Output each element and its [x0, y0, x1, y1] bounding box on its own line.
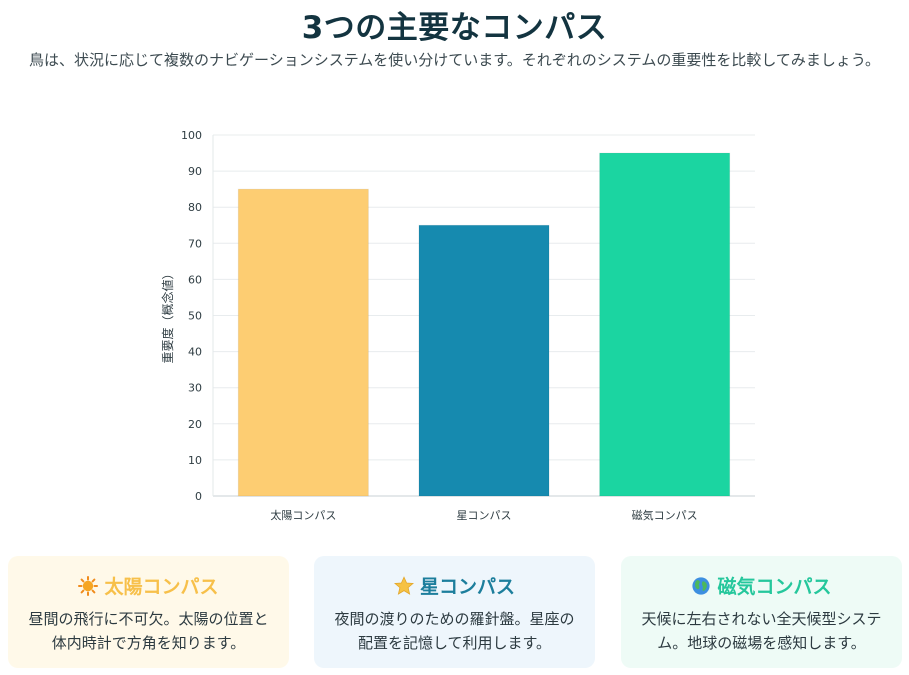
- bar-chart: 0 10 20 30 40 50 60 70 80 90 100 重要度（概念値） 太陽コンパス 星コンパ…: [160, 129, 755, 522]
- card-title: 磁気コンパス: [621, 574, 902, 600]
- bar-3: [599, 152, 731, 497]
- card-sun-compass: 太陽コンパス 昼間の飛行に不可欠。太陽の位置と体内時計で方角を知ります。: [8, 556, 289, 668]
- x-tick-label: 磁気コンパス: [632, 508, 698, 522]
- card-title: 星コンパス: [314, 574, 595, 600]
- y-tick-label: 70: [188, 237, 202, 250]
- card-title-text: 星コンパス: [419, 576, 515, 598]
- card-title-text: 磁気コンパス: [717, 576, 832, 598]
- sun-icon: [78, 576, 99, 596]
- card-title: 太陽コンパス: [8, 574, 289, 600]
- y-tick-label: 40: [188, 346, 202, 359]
- y-tick-label: 10: [188, 454, 202, 467]
- card-description: 夜間の渡りのための羅針盤。星座の配置を記憶して利用します。: [334, 610, 575, 652]
- y-tick-label: 100: [181, 129, 202, 142]
- y-tick-label: 0: [195, 490, 202, 503]
- x-tick-label: 星コンパス: [457, 509, 512, 522]
- y-tick-label: 80: [188, 201, 202, 214]
- page-subtitle: 鳥は、状況に応じて複数のナビゲーションシステムを使い分けています。それぞれのシス…: [29, 51, 880, 69]
- card-description: 天候に左右されない全天候型システム。地球の磁場を感知します。: [641, 610, 882, 652]
- y-tick-label: 30: [188, 382, 202, 395]
- card-title-text: 太陽コンパス: [104, 576, 219, 598]
- page-title: 3つの主要なコンパス: [301, 10, 608, 46]
- bar-2: [418, 224, 550, 497]
- card-magnetic-compass: 磁気コンパス 天候に左右されない全天候型システム。地球の磁場を感知します。: [621, 556, 902, 668]
- card-description: 昼間の飛行に不可欠。太陽の位置と体内時計で方角を知ります。: [28, 610, 269, 652]
- y-tick-label: 60: [188, 273, 202, 286]
- y-tick-label: 20: [188, 418, 202, 431]
- bar-1: [237, 188, 369, 497]
- star-icon: [393, 576, 414, 595]
- y-tick-label: 50: [188, 310, 202, 323]
- x-tick-label: 太陽コンパス: [270, 509, 336, 522]
- globe-icon: [692, 577, 711, 595]
- card-star-compass: 星コンパス 夜間の渡りのための羅針盤。星座の配置を記憶して利用します。: [314, 556, 595, 668]
- y-tick-label: 90: [188, 165, 202, 178]
- y-axis-label: 重要度（概念値）: [160, 267, 175, 363]
